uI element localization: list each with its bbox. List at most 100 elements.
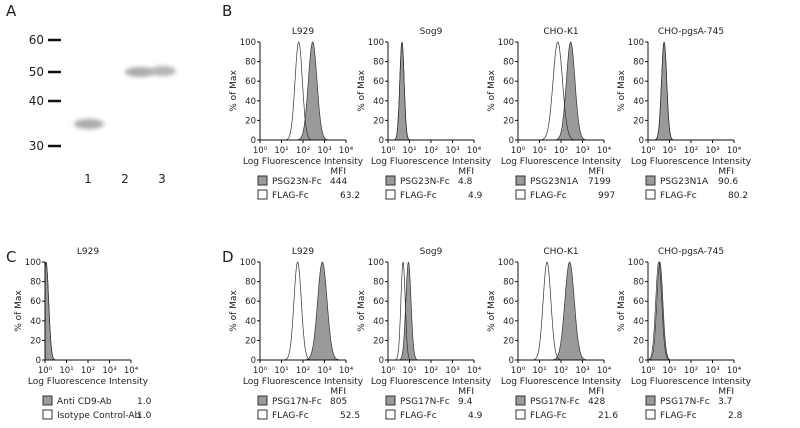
mfi-value: 90.6 (718, 177, 738, 187)
lane-label: 2 (121, 172, 129, 186)
y-tick-label: 80 (373, 278, 384, 288)
legend-name: PSG17N-Fc (272, 397, 322, 407)
y-tick-label: 0 (379, 136, 384, 146)
y-tick-label: 100 (240, 38, 256, 48)
mfi-value: 1.0 (137, 411, 152, 421)
histogram-filled (388, 261, 474, 361)
plot-title: Sog9 (420, 27, 443, 37)
histogram-open (260, 261, 346, 361)
histogram-filled (260, 261, 346, 361)
x-tick-label: 10⁰ (38, 366, 53, 376)
legend-swatch (385, 175, 396, 186)
marker-label: 40 (29, 94, 44, 108)
gel-band (150, 66, 176, 76)
y-axis-label: % of Max (617, 70, 627, 112)
plot-title: CHO-K1 (543, 247, 578, 257)
axes (387, 262, 474, 361)
x-tick-label: 10³ (445, 146, 459, 156)
mfi-header: MFI (588, 167, 604, 177)
y-tick-label: 60 (373, 297, 384, 307)
mfi-value: 444 (330, 177, 347, 187)
panel-label: B (222, 2, 232, 20)
mfi-value: 428 (588, 397, 605, 407)
gel-band (125, 67, 155, 77)
mfi-value: 7199 (588, 177, 611, 187)
axes (44, 262, 131, 361)
y-tick-label: 80 (633, 278, 644, 288)
x-tick-label: 10³ (317, 146, 331, 156)
legend-swatch (645, 409, 656, 420)
y-tick-label: 80 (503, 278, 514, 288)
axes (259, 262, 346, 361)
x-tick-label: 10⁴ (467, 366, 482, 376)
y-tick-label: 40 (633, 317, 644, 327)
panel-label: A (6, 2, 17, 20)
legend-name: PSG23N1A (530, 177, 579, 187)
y-tick-label: 100 (628, 38, 644, 48)
legend-name: FLAG-Fc (272, 411, 309, 421)
y-tick-label: 80 (245, 58, 256, 68)
mfi-value: 997 (598, 191, 615, 201)
y-axis-label: % of Max (487, 70, 497, 112)
x-tick-label: 10³ (317, 366, 331, 376)
x-tick-label: 10² (81, 366, 95, 376)
x-axis-label: Log Fluorescence Intensity (501, 157, 622, 167)
y-tick-label: 20 (245, 336, 256, 346)
y-axis-label: % of Max (14, 290, 24, 332)
x-tick-label: 10⁰ (511, 366, 526, 376)
legend-name: FLAG-Fc (660, 411, 697, 421)
mfi-value: 80.2 (728, 191, 748, 201)
histogram-open (260, 41, 346, 141)
x-tick-label: 10² (424, 146, 438, 156)
y-tick-label: 60 (503, 77, 514, 87)
legend-swatch (645, 175, 656, 186)
mfi-header: MFI (330, 167, 346, 177)
legend-name: PSG17N-Fc (400, 397, 450, 407)
x-axis-label: Log Fluorescence Intensity (501, 377, 622, 387)
histogram-filled (518, 261, 604, 361)
y-tick-label: 100 (368, 258, 384, 268)
x-tick-label: 10³ (575, 146, 589, 156)
panel-label: D (222, 248, 234, 266)
legend-swatch (645, 395, 656, 406)
legend-swatch (645, 189, 656, 200)
x-axis-label: Log Fluorescence Intensity (28, 377, 149, 387)
plot-title: L929 (77, 247, 99, 257)
y-tick-label: 20 (503, 336, 514, 346)
y-tick-label: 60 (373, 77, 384, 87)
x-axis-label: Log Fluorescence Intensity (243, 377, 364, 387)
y-tick-label: 80 (373, 58, 384, 68)
histogram-filled (44, 261, 131, 361)
histogram-filled (647, 261, 734, 361)
y-axis-label: % of Max (357, 70, 367, 112)
gel (62, 22, 192, 162)
x-tick-label: 10⁴ (124, 366, 139, 376)
legend-name: FLAG-Fc (530, 411, 567, 421)
x-tick-label: 10⁰ (641, 146, 656, 156)
mfi-header: MFI (458, 387, 474, 397)
plot-title: CHO-pgsA-745 (658, 27, 724, 37)
x-tick-label: 10² (684, 146, 698, 156)
mfi-header: MFI (458, 167, 474, 177)
legend-swatch (257, 409, 268, 420)
mfi-value: 63.2 (340, 191, 360, 201)
histogram-open (44, 261, 131, 361)
y-tick-label: 60 (245, 77, 256, 87)
x-tick-label: 10¹ (532, 366, 546, 376)
legend-name: PSG23N-Fc (400, 177, 450, 187)
histogram-open (388, 261, 474, 361)
y-tick-label: 0 (251, 356, 256, 366)
plot-title: CHO-K1 (543, 27, 578, 37)
x-tick-label: 10¹ (402, 366, 416, 376)
x-tick-label: 10⁴ (339, 366, 354, 376)
x-axis-label: Log Fluorescence Intensity (243, 157, 364, 167)
axes (517, 42, 604, 141)
x-tick-label: 10⁴ (727, 366, 742, 376)
x-tick-label: 10⁰ (253, 146, 268, 156)
marker-label: 60 (29, 33, 44, 47)
y-tick-label: 80 (633, 58, 644, 68)
mfi-value: 9.4 (458, 397, 473, 407)
y-tick-label: 20 (373, 336, 384, 346)
mfi-header: MFI (718, 387, 734, 397)
